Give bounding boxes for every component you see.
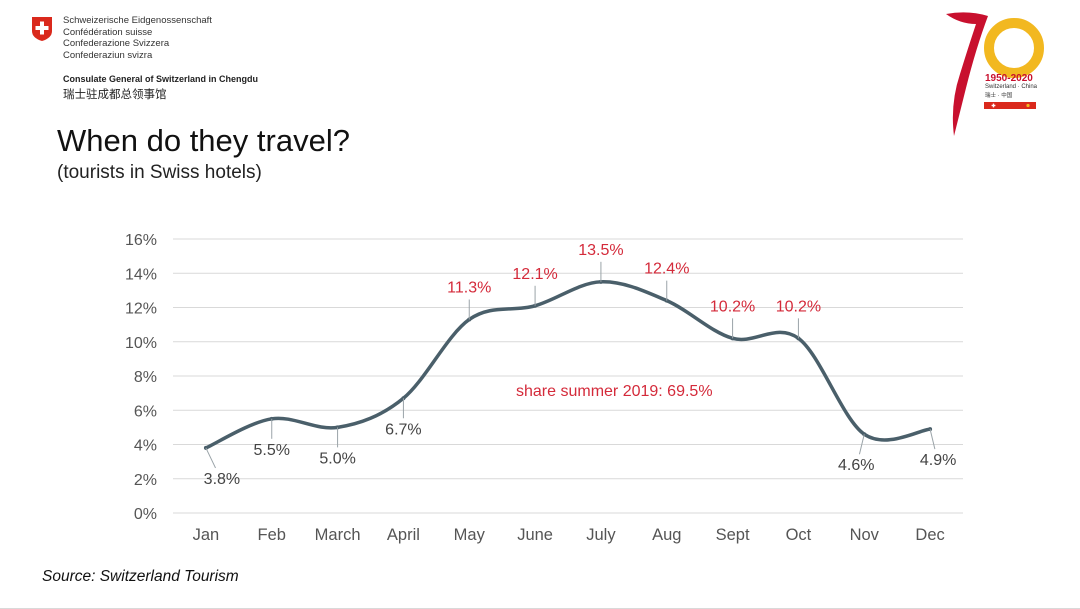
y-tick-label: 16% xyxy=(125,232,157,249)
federal-name-de: Schweizerische Eidgenossenschaft xyxy=(63,15,212,26)
data-label: 5.5% xyxy=(254,442,290,459)
x-tick-label: Oct xyxy=(786,526,812,544)
y-tick-label: 12% xyxy=(125,301,157,318)
y-tick-label: 0% xyxy=(134,506,157,523)
consulate-name: Consulate General of Switzerland in Chen… xyxy=(63,74,259,84)
anniversary-subtitle: Switzerland · China xyxy=(985,84,1038,90)
y-tick-label: 10% xyxy=(125,335,157,352)
federal-name-fr: Confédération suisse xyxy=(63,26,153,38)
x-tick-label: April xyxy=(387,526,420,544)
data-label: 13.5% xyxy=(578,242,623,259)
x-tick-label: Sept xyxy=(716,526,750,544)
data-label: 6.7% xyxy=(385,421,421,438)
y-tick-label: 8% xyxy=(134,369,157,386)
x-tick-label: Dec xyxy=(915,526,944,544)
x-tick-label: Aug xyxy=(652,526,681,544)
y-tick-label: 4% xyxy=(134,438,157,455)
x-tick-label: Feb xyxy=(258,526,286,544)
data-label: 12.1% xyxy=(512,266,557,283)
data-label-leader xyxy=(858,434,865,455)
data-label: 10.2% xyxy=(776,298,821,315)
page-subtitle: (tourists in Swiss hotels) xyxy=(57,162,262,183)
data-label: 11.3% xyxy=(447,279,491,296)
x-tick-label: July xyxy=(586,526,616,544)
consulate-name-cn: 瑞士驻成都总领事馆 xyxy=(63,87,167,101)
data-label: 3.8% xyxy=(204,471,240,488)
x-tick-label: Jan xyxy=(193,526,220,544)
x-tick-label: May xyxy=(454,526,486,544)
series-line xyxy=(204,280,932,450)
data-label-leader xyxy=(205,447,216,469)
source-note: Source: Switzerland Tourism xyxy=(42,568,239,585)
y-tick-label: 2% xyxy=(134,472,157,489)
y-tick-label: 14% xyxy=(125,266,157,283)
federal-name-rm: Confederaziun svizra xyxy=(63,49,153,61)
federal-name-it: Confederazione Svizzera xyxy=(63,38,170,50)
summer-share-annotation: share summer 2019: 69.5% xyxy=(516,383,713,400)
x-tick-label: June xyxy=(517,526,553,544)
x-tick-label: March xyxy=(315,526,361,544)
federal-names: Schweizerische Eidgenossenschaft Confédé… xyxy=(63,15,212,61)
data-label: 4.9% xyxy=(920,452,956,469)
anniversary-70-logo xyxy=(946,12,1044,136)
data-label: 4.6% xyxy=(838,457,874,474)
data-label: 12.4% xyxy=(644,261,689,278)
y-tick-label: 6% xyxy=(134,403,157,420)
data-label-leader xyxy=(929,428,936,450)
anniversary-subtitle-cn: 瑞士 · 中国 xyxy=(985,93,1013,99)
anniversary-years: 1950-2020 xyxy=(985,73,1033,84)
data-label: 5.0% xyxy=(319,450,355,467)
page-title: When do they travel? xyxy=(57,123,350,158)
data-label: 10.2% xyxy=(710,298,755,315)
swiss-flag-icon xyxy=(32,17,52,41)
x-tick-label: Nov xyxy=(850,526,880,544)
